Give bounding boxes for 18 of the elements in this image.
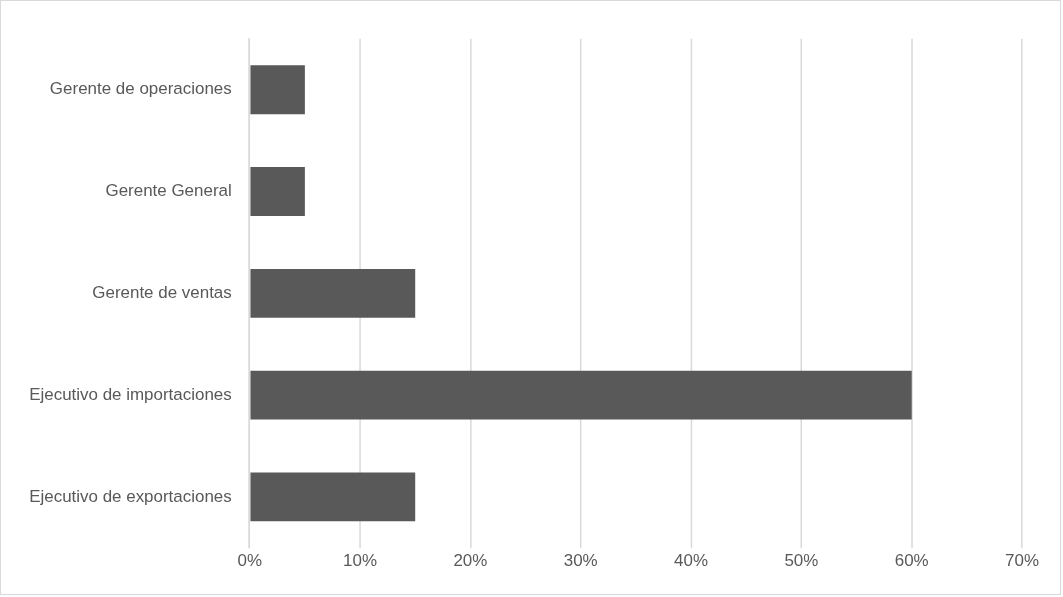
y-tick-label: Gerente de operaciones bbox=[49, 79, 232, 99]
y-tick-label: Ejecutivo de exportaciones bbox=[29, 486, 232, 506]
bar bbox=[250, 65, 305, 115]
x-tick-label: 60% bbox=[894, 550, 929, 570]
y-tick-label: Ejecutivo de importaciones bbox=[29, 384, 232, 404]
x-tick-label: 50% bbox=[784, 550, 819, 570]
x-tick-label: 0% bbox=[237, 550, 262, 570]
bar bbox=[250, 472, 416, 522]
bar bbox=[250, 167, 305, 216]
x-tick-label: 20% bbox=[453, 550, 488, 570]
x-tick-label: 40% bbox=[674, 550, 709, 570]
bar bbox=[250, 268, 416, 318]
x-tick-label: 10% bbox=[343, 550, 378, 570]
x-tick-label: 70% bbox=[1005, 550, 1040, 570]
y-tick-label: Gerente de ventas bbox=[92, 283, 232, 302]
x-tick-label: 30% bbox=[563, 550, 598, 570]
y-tick-label: Gerente General bbox=[105, 181, 232, 201]
bar bbox=[250, 370, 912, 420]
